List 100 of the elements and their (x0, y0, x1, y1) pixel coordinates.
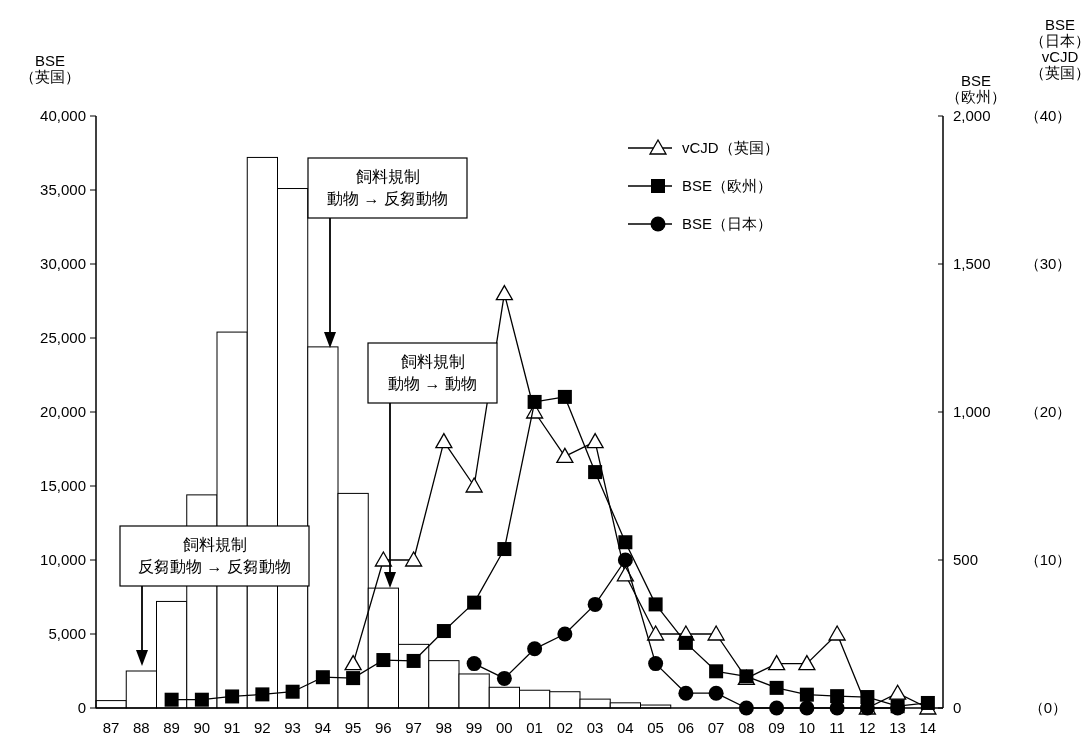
y2-tick-label: 1,500 (953, 255, 991, 272)
y-tick-label: 35,000 (40, 181, 86, 198)
point (769, 680, 784, 695)
x-tick-label: 96 (375, 719, 392, 736)
point (556, 447, 574, 464)
x-tick-label: 02 (556, 719, 574, 736)
point (646, 625, 665, 641)
point (648, 656, 664, 672)
annotation: 飼料規制動物 → 反芻動物 (327, 168, 448, 207)
y-tick-label: 25,000 (40, 329, 86, 346)
x-tick-label: 94 (314, 719, 332, 736)
point (255, 687, 270, 702)
y2-axis-title: BSE （欧州） (946, 72, 1006, 105)
point (527, 641, 543, 657)
x-tick-label: 90 (193, 719, 211, 736)
y2-tick-label: 500 (953, 551, 979, 568)
x-tick-label: 95 (344, 719, 362, 736)
x-tick-label: 03 (586, 719, 604, 736)
point (436, 624, 451, 639)
point (194, 692, 209, 707)
x-tick-label: 88 (133, 719, 150, 736)
x-tick-label: 10 (798, 719, 816, 736)
x-tick-label: 92 (254, 719, 271, 736)
point (888, 684, 907, 700)
point (828, 625, 846, 641)
point (798, 654, 816, 671)
y-tick-label: 40,000 (40, 107, 86, 124)
y-tick-label: 30,000 (40, 255, 86, 272)
y3-tick-label: （10） (1024, 551, 1072, 568)
x-tick-label: 12 (859, 719, 876, 736)
point (344, 654, 362, 671)
x-tick-label: 01 (526, 719, 543, 736)
x-tick-label: 13 (889, 719, 906, 736)
point (557, 389, 572, 404)
y3-axis-title: BSE （日本） vCJD （英国） (1030, 16, 1090, 81)
y3-tick-label: （20） (1024, 403, 1072, 420)
point (496, 670, 512, 686)
point (527, 394, 542, 409)
point (435, 432, 453, 449)
point (708, 685, 724, 701)
point (497, 542, 512, 557)
point (466, 656, 482, 672)
y-tick-label: 10,000 (40, 551, 86, 568)
x-tick-label: 97 (405, 719, 422, 736)
y2-tick-label: 1,000 (953, 403, 991, 420)
point (495, 284, 514, 301)
y3-tick-label: （30） (1024, 255, 1072, 272)
point (376, 653, 391, 668)
x-tick-label: 11 (829, 719, 845, 736)
point (225, 689, 240, 704)
point (467, 595, 482, 610)
point (557, 626, 573, 642)
x-tick-label: 00 (496, 719, 513, 736)
x-tick-label: 14 (919, 719, 937, 736)
x-tick-label: 89 (163, 719, 180, 736)
x-tick-label: 99 (465, 719, 483, 736)
point (465, 477, 483, 493)
point (588, 465, 603, 480)
y-tick-label: 20,000 (40, 403, 86, 420)
y-axis-title: BSE （英国） (20, 52, 80, 85)
legend-label: BSE（日本） (682, 215, 773, 232)
legend-label: BSE（欧州） (682, 177, 773, 194)
annotation: 飼料規制反芻動物 → 反芻動物 (138, 536, 291, 575)
x-tick-label: 05 (647, 719, 664, 736)
x-tick-label: 98 (435, 719, 453, 736)
point (830, 689, 845, 704)
point (678, 635, 693, 650)
point (406, 653, 421, 668)
x-tick-label: 09 (768, 719, 785, 736)
y3-tick-label: （0） (1028, 699, 1068, 716)
y-tick-label: 15,000 (40, 477, 86, 494)
point (586, 432, 604, 449)
point (707, 625, 725, 641)
point (164, 692, 179, 707)
point (587, 596, 603, 612)
point (799, 687, 814, 702)
x-tick-label: 87 (102, 719, 120, 736)
legend-label: vCJD（英国） (682, 139, 779, 156)
x-tick-label: 93 (284, 719, 301, 736)
point (374, 551, 393, 567)
y-tick-label: 0 (77, 699, 86, 716)
point (648, 597, 663, 612)
x-tick-label: 07 (707, 719, 725, 736)
point (678, 685, 694, 701)
x-tick-label: 04 (617, 719, 634, 736)
point (709, 664, 724, 679)
y3-tick-label: （40） (1024, 107, 1072, 124)
point (346, 671, 361, 686)
point (404, 551, 423, 567)
x-tick-label: 06 (677, 719, 695, 736)
annotation: 飼料規制動物 → 動物 (388, 353, 477, 392)
x-tick-label: 91 (223, 719, 241, 736)
y2-tick-label: 0 (953, 699, 962, 716)
point (285, 684, 300, 699)
point (315, 670, 330, 685)
point (767, 654, 786, 671)
x-tick-label: 08 (738, 719, 755, 736)
point (618, 535, 633, 550)
point (617, 552, 633, 568)
y2-tick-label: 2,000 (953, 107, 991, 124)
